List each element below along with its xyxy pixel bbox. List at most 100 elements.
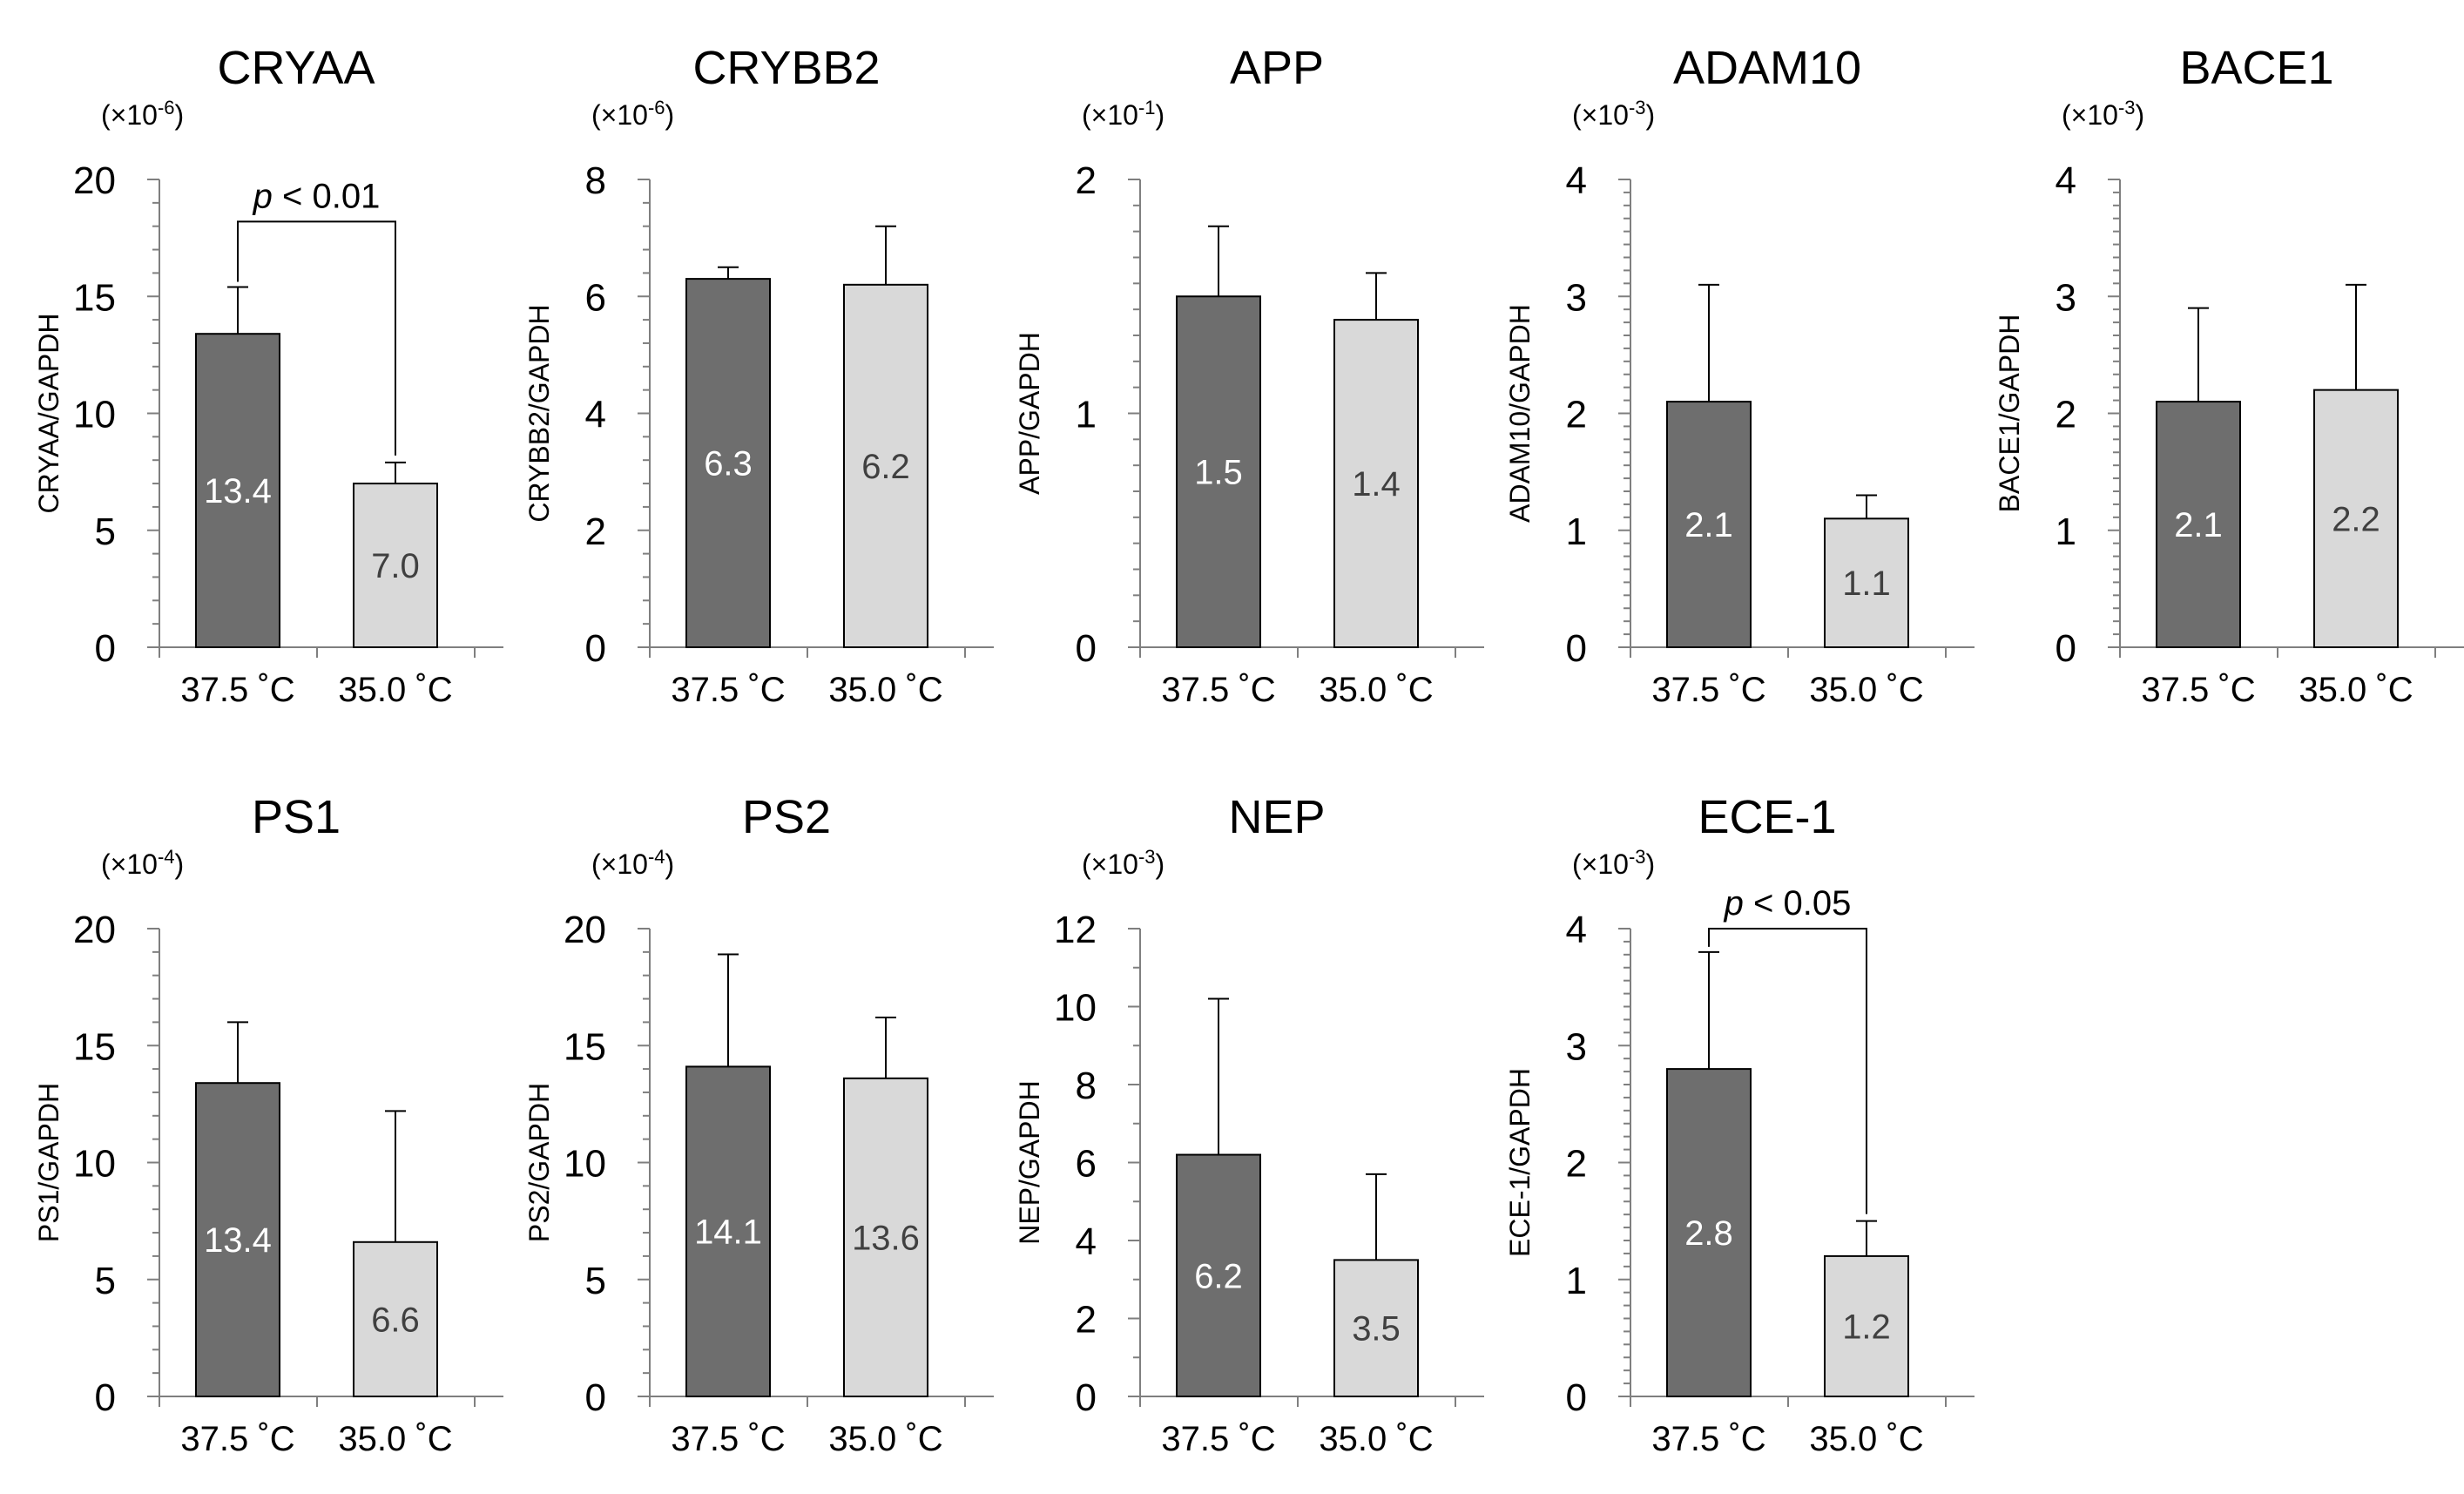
chart-title: ECE-1 — [1698, 791, 1836, 843]
scale-multiplier: (×10-4) — [591, 846, 674, 880]
y-axis-label: ADAM10/GAPDH — [1504, 304, 1536, 523]
bar-treated — [843, 283, 928, 648]
y-tick-label: 8 — [585, 159, 606, 202]
scale-multiplier: (×10-3) — [1082, 846, 1164, 880]
bar-value-label: 1.2 — [1842, 1308, 1891, 1346]
y-tick-label: 4 — [1076, 1220, 1097, 1263]
chart-title: BACE1 — [2179, 42, 2333, 94]
scale-exponent: -1 — [1138, 97, 1156, 118]
scale-close: ) — [1156, 848, 1165, 880]
y-tick-label: 4 — [1566, 909, 1587, 951]
y-tick-label: 10 — [1054, 987, 1097, 1030]
y-tick-label: 0 — [95, 1376, 116, 1419]
chart-title: APP — [1230, 42, 1324, 94]
bar-value-label: 2.1 — [2174, 506, 2223, 544]
x-category-label: 37.5 ˚C — [671, 1420, 785, 1458]
x-category-label: 37.5 ˚C — [1161, 671, 1275, 709]
y-tick-label: 10 — [73, 394, 116, 436]
x-category-label: 37.5 ˚C — [1161, 1420, 1275, 1458]
y-tick-label: 20 — [73, 159, 116, 202]
x-category-label: 35.0 ˚C — [1809, 671, 1923, 709]
x-category-label: 35.0 ˚C — [828, 671, 942, 709]
bar-value-label: 6.6 — [371, 1301, 420, 1339]
y-tick-label: 5 — [95, 510, 116, 553]
chart-title: PS2 — [742, 791, 831, 843]
bar-control — [195, 1082, 280, 1397]
y-axis-label: CRYBB2/GAPDH — [523, 304, 555, 522]
bar-value-label: 13.6 — [852, 1219, 920, 1257]
scale-base: (×10 — [1572, 848, 1629, 880]
chart-panel-nep: NEP (×10-3) NEP/GAPDH 0 2 4 6 8 10 12 6.2 37.5 ˚C 3.… — [1014, 791, 1484, 1458]
y-tick-label: 0 — [585, 1376, 606, 1419]
scale-close: ) — [1646, 848, 1656, 880]
scale-close: ) — [665, 848, 675, 880]
y-tick-label: 3 — [1566, 276, 1587, 319]
x-category-label: 37.5 ˚C — [671, 671, 785, 709]
scale-multiplier: (×10-1) — [1082, 97, 1164, 131]
bar-treated — [1333, 1259, 1419, 1397]
y-tick-label: 1 — [1076, 394, 1097, 436]
x-category-label: 35.0 ˚C — [1319, 671, 1433, 709]
scale-close: ) — [1156, 99, 1165, 131]
bar-control — [195, 333, 280, 648]
bar-control — [685, 278, 771, 648]
y-axis-label: ECE-1/GAPDH — [1504, 1068, 1536, 1257]
y-tick-label: 5 — [585, 1260, 606, 1302]
y-tick-label: 5 — [95, 1260, 116, 1302]
y-tick-label: 2 — [2056, 394, 2076, 436]
scale-base: (×10 — [1082, 848, 1138, 880]
x-category-label: 35.0 ˚C — [1319, 1420, 1433, 1458]
y-tick-label: 1 — [2056, 510, 2076, 553]
bar-treated — [1824, 517, 1909, 649]
scale-base: (×10 — [101, 99, 158, 131]
y-tick-label: 0 — [1076, 1376, 1097, 1419]
p-value: < 0.01 — [273, 177, 380, 215]
scale-multiplier: (×10-3) — [1572, 846, 1655, 880]
x-category-label: 37.5 ˚C — [2141, 671, 2255, 709]
scale-base: (×10 — [591, 99, 648, 131]
x-category-label: 37.5 ˚C — [180, 1420, 294, 1458]
chart-panel-crybb2: CRYBB2 (×10-6) CRYBB2/GAPDH 0 2 4 6 8 6.3 37.5 ˚C… — [523, 42, 994, 709]
y-tick-label: 2 — [1566, 1143, 1587, 1186]
x-category-label: 37.5 ˚C — [1651, 671, 1765, 709]
bar-value-label: 2.1 — [1684, 506, 1733, 544]
scale-multiplier: (×10-6) — [591, 97, 674, 131]
y-tick-label: 15 — [73, 1025, 116, 1068]
scale-close: ) — [665, 99, 675, 131]
bar-value-label: 2.8 — [1684, 1214, 1733, 1253]
bar-control — [685, 1065, 771, 1398]
y-tick-label: 2 — [1076, 1299, 1097, 1342]
y-tick-label: 3 — [1566, 1025, 1587, 1068]
chart-panel-ps2: PS2 (×10-4) PS2/GAPDH 0 5 10 15 20 14.1 37.5 ˚C 13… — [523, 791, 994, 1458]
y-tick-label: 0 — [1566, 1376, 1587, 1419]
bar-value-label: 6.2 — [1194, 1257, 1243, 1295]
y-axis-label: CRYAA/GAPDH — [33, 314, 64, 514]
p-value: < 0.05 — [1744, 884, 1851, 923]
scale-multiplier: (×10-3) — [2062, 97, 2144, 131]
scale-base: (×10 — [1572, 99, 1629, 131]
significance-label: p < 0.01 — [253, 177, 381, 215]
y-tick-label: 3 — [2056, 276, 2076, 319]
scale-base: (×10 — [591, 848, 648, 880]
scale-close: ) — [2136, 99, 2145, 131]
y-tick-label: 6 — [585, 276, 606, 319]
y-tick-label: 6 — [1076, 1143, 1097, 1186]
bar-value-label: 13.4 — [204, 1221, 272, 1260]
y-tick-label: 10 — [73, 1143, 116, 1186]
bar-value-label: 6.3 — [704, 445, 753, 483]
x-category-label: 35.0 ˚C — [2299, 671, 2413, 709]
y-tick-label: 12 — [1054, 909, 1097, 951]
bar-control — [1176, 295, 1261, 648]
y-tick-label: 2 — [1566, 394, 1587, 436]
y-axis-label: PS1/GAPDH — [33, 1083, 64, 1242]
chart-panel-cryaa: CRYAA (×10-6) CRYAA/GAPDH 0 5 10 15 20 13.4 37.5 … — [33, 42, 503, 709]
bar-treated — [353, 483, 438, 648]
bar-control — [1666, 1068, 1752, 1397]
y-tick-label: 1 — [1566, 1260, 1587, 1302]
y-tick-label: 15 — [73, 276, 116, 319]
chart-panel-ece-1: ECE-1 (×10-3) ECE-1/GAPDH 0 1 2 3 4 2.8 37.5 ˚C 1.… — [1504, 791, 1975, 1458]
bar-value-label: 13.4 — [204, 472, 272, 510]
y-axis-label: NEP/GAPDH — [1014, 1080, 1045, 1244]
y-tick-label: 15 — [564, 1025, 606, 1068]
